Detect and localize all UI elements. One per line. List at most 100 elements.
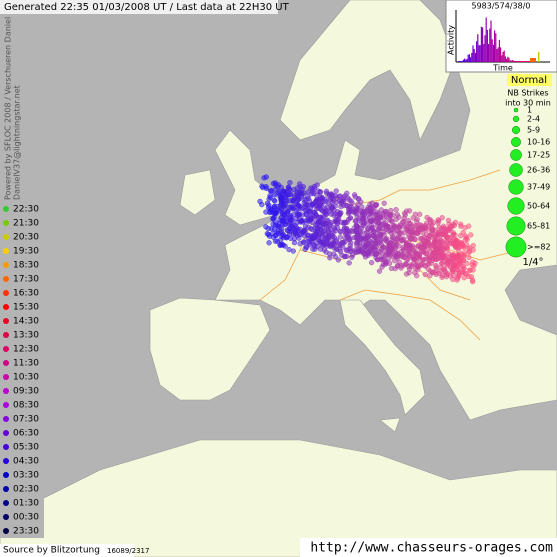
strike [460, 230, 466, 236]
strike [427, 268, 434, 274]
strike [378, 256, 384, 262]
time-swatch [3, 360, 9, 366]
histogram-bar [494, 30, 496, 62]
strike [444, 271, 450, 278]
strike [431, 243, 437, 249]
strike [357, 230, 363, 236]
histogram-bar [530, 58, 536, 62]
time-label: 18:30 [13, 261, 39, 271]
url-bg [300, 538, 557, 557]
strike [281, 202, 287, 208]
time-label: 22:30 [13, 205, 39, 215]
histogram-y-label: Activity [447, 25, 456, 55]
strike [295, 202, 301, 209]
time-label: 01:30 [13, 499, 39, 509]
histogram-bar [528, 61, 530, 62]
strike [410, 256, 417, 262]
strike [317, 238, 323, 244]
strike [297, 226, 303, 233]
strike [435, 250, 441, 256]
strike [356, 245, 362, 251]
strike [349, 200, 355, 206]
strike [407, 208, 413, 214]
strike [376, 226, 382, 233]
strike [441, 246, 447, 253]
time-swatch [3, 430, 9, 436]
strike [322, 235, 328, 241]
strike [366, 249, 372, 255]
histogram-bar [498, 39, 500, 62]
strike [318, 196, 324, 202]
time-label: 07:30 [13, 415, 39, 425]
strike [394, 263, 400, 269]
credits: Powered by SFLOC 2008 / Verschueren Dani… [4, 17, 13, 200]
strike [317, 189, 323, 195]
histogram-bar [484, 35, 486, 62]
histogram-bar [519, 61, 521, 62]
strike [333, 188, 339, 194]
strike [319, 200, 325, 207]
strike [470, 243, 476, 249]
strike [380, 210, 387, 216]
histogram-bar [516, 61, 518, 62]
strike [433, 271, 439, 278]
time-label: 15:30 [13, 303, 39, 313]
time-swatch [3, 458, 9, 464]
strike [417, 236, 423, 242]
header-bg [0, 0, 278, 14]
size-swatch [510, 149, 522, 161]
strike [433, 263, 439, 269]
histogram-bar [473, 49, 475, 62]
time-label: 03:30 [13, 471, 39, 481]
strike [376, 268, 383, 274]
histogram-bar [458, 61, 460, 62]
time-label: 13:30 [13, 331, 39, 341]
strike [464, 260, 470, 267]
strike [403, 271, 410, 277]
size-swatch [509, 163, 523, 177]
time-swatch [3, 486, 9, 492]
strike [387, 212, 393, 219]
strike [335, 257, 341, 263]
strike [392, 250, 399, 256]
strike [382, 223, 388, 229]
strike [440, 266, 447, 272]
histogram-bar [483, 43, 485, 62]
strike [327, 255, 333, 261]
size-label: 50-64 [527, 202, 550, 211]
strike [297, 181, 303, 187]
histogram-bar [509, 60, 511, 62]
time-swatch [3, 388, 9, 394]
strike [456, 261, 462, 267]
histogram-bar [513, 60, 515, 62]
strike [339, 252, 345, 258]
strike [329, 235, 335, 241]
time-swatch [3, 262, 9, 268]
strike [449, 252, 455, 258]
strike [287, 180, 293, 186]
strike [387, 260, 393, 266]
time-swatch [3, 416, 9, 422]
time-label: 23:30 [13, 527, 39, 537]
strike [266, 202, 272, 208]
histogram-bar [479, 45, 481, 62]
strike [303, 244, 309, 250]
histogram-bar [527, 61, 529, 62]
strike [464, 271, 470, 277]
size-label: 37-49 [527, 183, 550, 192]
time-swatch [3, 234, 9, 240]
histogram-bar [478, 45, 480, 62]
strike [277, 242, 283, 248]
footer-bg [0, 544, 134, 557]
time-swatch [3, 346, 9, 352]
strike [314, 243, 320, 250]
strike [405, 247, 412, 253]
histogram-bar [462, 59, 464, 62]
strike [283, 194, 289, 201]
lightning-strikes [257, 174, 478, 285]
strike [276, 206, 282, 212]
strike [378, 236, 384, 242]
strike [439, 260, 445, 267]
strike [347, 215, 353, 221]
